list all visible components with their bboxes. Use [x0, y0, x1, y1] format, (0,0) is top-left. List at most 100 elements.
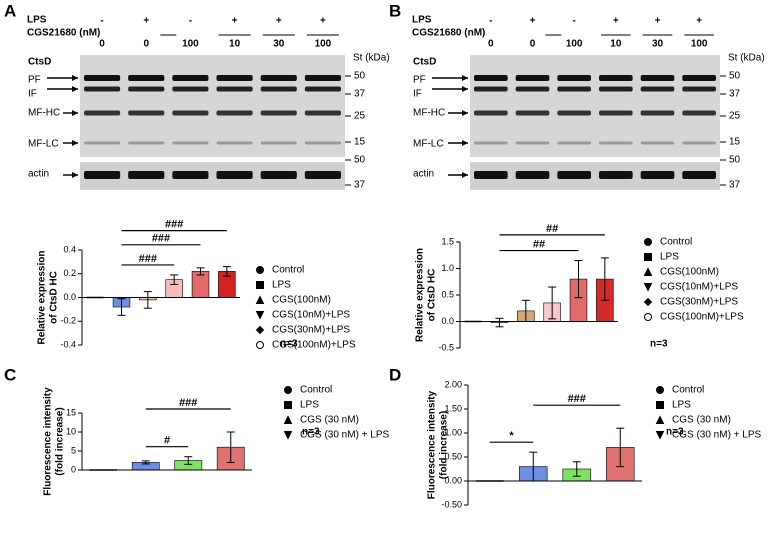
blot-band — [557, 171, 591, 179]
legend-marker — [643, 283, 653, 292]
y-tick-label: -0.2 — [60, 316, 76, 326]
blot-band — [128, 141, 165, 145]
lps-sign: + — [232, 16, 238, 27]
legend-label: LPS — [300, 400, 319, 411]
blot-band — [260, 141, 297, 145]
blot-band — [599, 86, 633, 92]
dose-label: 100 — [691, 39, 708, 50]
significance-label: ### — [179, 397, 197, 409]
blot-band — [172, 86, 209, 92]
band-label: MF-HC — [28, 108, 60, 119]
legend-label: Control — [660, 237, 692, 248]
band-label: PF — [28, 75, 41, 86]
arrow-head — [72, 140, 78, 146]
band-label: IF — [413, 89, 422, 100]
blot-band — [128, 75, 165, 81]
blot-band — [304, 86, 341, 92]
arrow-head — [72, 75, 78, 81]
panel-letter: D — [389, 365, 401, 384]
blot-band — [216, 75, 253, 81]
y-tick-label: 0.5 — [441, 289, 454, 299]
blot-band — [260, 75, 297, 81]
panel-letter: A — [4, 1, 16, 20]
blot-actin — [80, 162, 345, 190]
blot-band — [128, 86, 165, 92]
lps-sign: + — [696, 16, 702, 27]
legend-label: CGS(100nM)+LPS — [272, 340, 356, 351]
legend-marker — [643, 297, 653, 307]
error-bar — [170, 274, 179, 285]
blot-band — [682, 141, 716, 145]
error-bar — [616, 427, 625, 468]
error-bar — [548, 286, 557, 320]
lps-sign: + — [613, 16, 619, 27]
legend-label: CGS(30nM)+LPS — [660, 297, 738, 308]
significance-label: ## — [533, 238, 545, 250]
blot-header: LPS — [27, 15, 47, 26]
marker-label: 50 — [354, 155, 366, 166]
significance-label: * — [509, 430, 514, 442]
y-tick-label: 5 — [71, 445, 76, 455]
blot-band — [172, 75, 209, 81]
band-label: PF — [413, 75, 426, 86]
error-bar — [572, 461, 581, 477]
dose-label: 0 — [488, 39, 494, 50]
blot-band — [172, 141, 209, 145]
n-note: n=3 — [650, 339, 668, 350]
blot-band — [260, 110, 297, 116]
legend-marker — [656, 386, 664, 394]
marker-title: St (kDa) — [728, 53, 765, 64]
error-bar — [495, 317, 504, 328]
blot-band — [304, 75, 341, 81]
legend-label: CGS(30nM)+LPS — [272, 325, 350, 336]
band-label: MF-LC — [28, 139, 59, 150]
blot-band — [557, 110, 591, 116]
y-tick-label: 0.50 — [444, 451, 462, 461]
blot-band — [474, 75, 508, 81]
legend-label: CGS(100nM)+LPS — [660, 312, 744, 323]
marker-label: 15 — [354, 137, 366, 148]
y-tick-label: 1.5 — [441, 236, 454, 246]
y-axis-label: (fold increase) — [55, 407, 66, 475]
blot-band — [640, 110, 675, 116]
significance-label: ## — [546, 223, 558, 235]
blot-header: CGS21680 (nM) — [412, 28, 485, 39]
blot-band — [84, 141, 121, 145]
marker-label: 50 — [729, 71, 741, 82]
marker-label: 25 — [354, 111, 366, 122]
error-bar — [226, 431, 235, 463]
legend-marker — [644, 313, 652, 321]
marker-label: 37 — [729, 89, 741, 100]
marker-label: 25 — [729, 111, 741, 122]
blot-band — [599, 141, 633, 145]
y-axis-label: Relative expression — [37, 251, 48, 345]
blot-band — [557, 75, 591, 81]
y-tick-label: 0 — [71, 464, 76, 474]
legend-marker — [283, 415, 293, 424]
blot-band — [216, 171, 253, 179]
blot-band — [474, 171, 508, 179]
band-label: actin — [28, 169, 49, 180]
dose-label: 100 — [315, 39, 332, 50]
error-bar — [117, 298, 126, 316]
lps-sign: + — [530, 16, 536, 27]
arrow-head — [72, 86, 78, 92]
y-tick-label: 1.0 — [441, 263, 454, 273]
y-tick-label: 1.00 — [444, 427, 462, 437]
arrow-head — [462, 86, 468, 92]
blot-band — [640, 75, 675, 81]
y-tick-label: 10 — [66, 426, 76, 436]
blot-band — [216, 110, 253, 116]
blot-band — [474, 110, 508, 116]
blot-band — [474, 141, 508, 145]
y-axis-label: Relative expression — [415, 248, 426, 342]
legend-label: LPS — [660, 252, 679, 263]
legend-label: LPS — [672, 400, 691, 411]
y-axis-label: (fold increase) — [439, 411, 450, 479]
legend-label: CGS(100nM) — [660, 267, 719, 278]
blot-membrane — [470, 55, 720, 157]
blot-band — [84, 110, 121, 116]
blot-band — [304, 171, 341, 179]
dose-label: 30 — [652, 39, 664, 50]
legend-label: Control — [672, 385, 704, 396]
